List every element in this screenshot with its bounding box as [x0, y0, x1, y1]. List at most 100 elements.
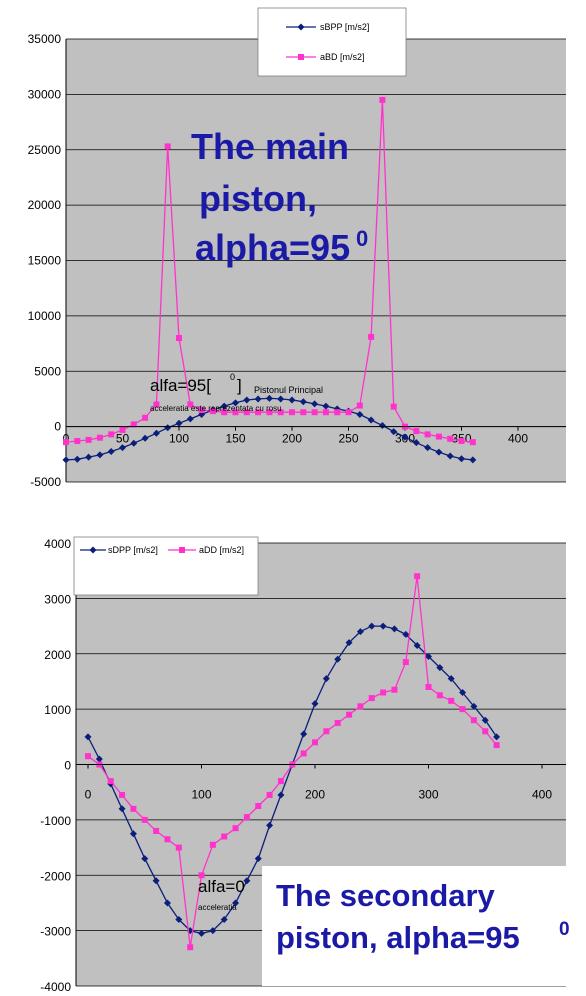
data-point: [63, 439, 69, 446]
data-point: [62, 456, 70, 464]
legend-box: [73, 536, 259, 596]
data-point: [243, 409, 250, 416]
data-point: [323, 728, 330, 735]
data-point: [96, 434, 103, 441]
y-tick-label: 4000: [44, 537, 71, 551]
data-point: [469, 439, 476, 446]
data-point: [346, 711, 353, 718]
data-point: [356, 628, 364, 636]
data-point: [254, 855, 262, 863]
data-point: [322, 402, 330, 410]
x-tick-label: 0: [85, 788, 92, 802]
data-point: [266, 791, 273, 798]
data-point: [243, 814, 250, 821]
data-point: [84, 733, 92, 741]
data-point: [175, 844, 182, 851]
data-point: [459, 689, 467, 697]
pistonul-label: Pistonul Principal: [254, 385, 323, 395]
data-point: [311, 400, 319, 408]
data-point: [412, 439, 420, 447]
data-point: [402, 630, 410, 638]
chart-title-line3: alpha=95: [195, 227, 350, 268]
data-point: [118, 805, 126, 813]
data-point: [368, 622, 376, 630]
data-point: [277, 395, 285, 403]
data-point: [85, 753, 91, 760]
data-point: [402, 659, 409, 666]
x-tick-label: 100: [169, 432, 189, 446]
y-tick-label: 10000: [28, 309, 62, 323]
alfa-sup: 0: [230, 372, 235, 382]
data-point: [232, 409, 239, 416]
data-point: [391, 686, 398, 693]
data-point: [221, 409, 228, 416]
data-point: [220, 916, 228, 924]
y-tick-label: 35000: [28, 32, 62, 46]
data-point: [446, 452, 454, 460]
legend-label: sBPP [m/s2]: [320, 22, 369, 32]
x-tick-label: 200: [305, 788, 325, 802]
x-tick-label: 0: [63, 432, 70, 446]
data-point: [142, 414, 149, 421]
x-tick-label: 400: [532, 788, 552, 802]
data-point: [266, 409, 273, 416]
data-point: [108, 431, 115, 438]
y-tick-label: 30000: [28, 87, 62, 101]
data-point: [368, 695, 375, 702]
x-tick-label: 50: [116, 432, 130, 446]
data-point: [334, 719, 341, 726]
data-point: [130, 421, 137, 428]
x-tick-label: 300: [418, 788, 438, 802]
data-point: [436, 664, 444, 672]
x-tick-label: 100: [191, 788, 211, 802]
legend-label: sDPP [m/s2]: [108, 545, 158, 555]
data-point: [198, 407, 205, 414]
data-point: [379, 96, 386, 103]
data-point: [300, 409, 307, 416]
data-point: [107, 778, 114, 785]
legend-label: aDD [m/s2]: [199, 545, 244, 555]
data-point: [186, 415, 194, 423]
data-point: [141, 816, 148, 823]
data-point: [367, 416, 375, 424]
data-point: [130, 805, 137, 812]
chart-title-line2: piston,: [199, 178, 317, 219]
y-tick-label: -5000: [30, 475, 61, 489]
acceleratia-label: acceleratia: [198, 903, 237, 912]
data-point: [175, 419, 183, 427]
data-point: [152, 429, 160, 437]
data-point: [435, 448, 443, 456]
data-point: [198, 929, 205, 937]
data-point: [470, 717, 477, 724]
data-point: [311, 700, 319, 708]
data-point: [187, 401, 194, 408]
alfa-label: alfa=95[: [150, 376, 211, 395]
data-point: [345, 639, 353, 647]
data-point: [469, 456, 477, 464]
data-point: [254, 395, 262, 403]
data-point: [357, 703, 364, 710]
data-point: [130, 439, 138, 447]
data-point: [85, 453, 93, 461]
data-point: [141, 434, 149, 442]
data-point: [300, 750, 307, 757]
chart-title-sup: 0: [356, 226, 368, 251]
data-point: [265, 394, 273, 402]
alfa-label: alfa=0: [198, 877, 245, 896]
data-point: [175, 916, 183, 924]
data-point: [289, 409, 295, 416]
chart-title-line1: The main: [191, 126, 349, 167]
data-point: [152, 877, 160, 885]
data-point: [436, 692, 443, 699]
data-point: [107, 448, 115, 456]
data-point: [300, 730, 308, 738]
data-point: [459, 706, 466, 713]
data-point: [164, 424, 172, 432]
y-tick-label: 0: [54, 420, 61, 434]
data-point: [220, 402, 228, 410]
data-point: [378, 422, 386, 430]
data-point: [401, 433, 409, 441]
data-point: [85, 436, 92, 443]
legend-marker: [89, 546, 97, 554]
data-point: [299, 398, 307, 406]
